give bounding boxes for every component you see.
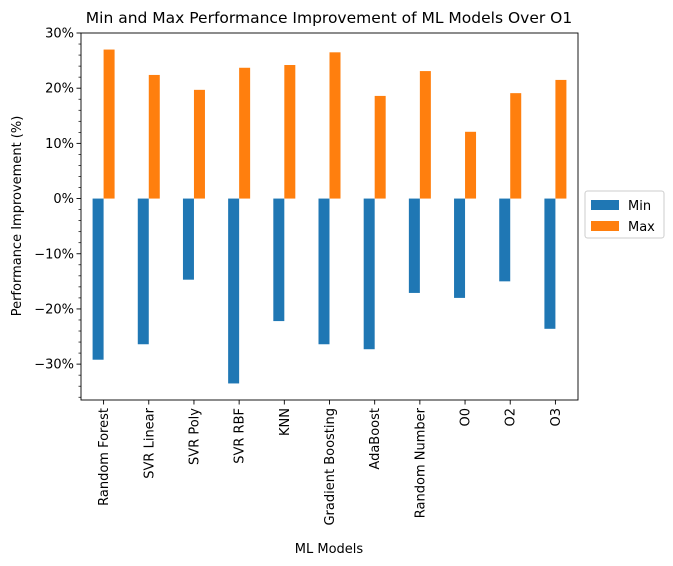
x-tick-label: O0 <box>459 408 474 427</box>
x-tick-label: AdaBoost <box>368 408 383 470</box>
bar-min <box>454 198 466 298</box>
x-tick-label: Random Forest <box>97 408 112 506</box>
x-tick-label: SVR RBF <box>233 408 248 464</box>
bar-max <box>329 52 341 199</box>
bar-min <box>318 198 330 345</box>
x-axis-title: ML Models <box>295 542 364 557</box>
y-tick-label: 0% <box>53 192 74 207</box>
y-axis-title: Performance Improvement (%) <box>10 116 25 317</box>
bar-max <box>193 89 205 199</box>
bar-min <box>92 198 104 360</box>
bar-max <box>374 95 386 199</box>
legend-label-max: Max <box>628 220 655 235</box>
legend: Min Max <box>584 190 665 239</box>
bar-max <box>103 49 115 199</box>
legend-swatch-max <box>591 221 619 231</box>
x-tick-label: O2 <box>504 408 519 427</box>
y-tick-label: 10% <box>45 137 74 152</box>
chart-title: Min and Max Performance Improvement of M… <box>86 9 572 27</box>
y-tick-label: 30% <box>45 27 74 42</box>
plot-area: −30% −20% −10% 0% 10% 20% 30% Random Forest SVR … <box>34 27 579 526</box>
x-tick-label: SVR Poly <box>187 408 202 465</box>
y-tick-label: 20% <box>45 82 74 97</box>
axes-frame <box>80 32 579 401</box>
bar-min <box>544 198 556 329</box>
bar-max <box>239 67 251 199</box>
bar-max <box>510 93 522 199</box>
x-tick-label: Gradient Boosting <box>323 408 338 526</box>
x-tick-label: KNN <box>278 408 293 436</box>
legend-label-min: Min <box>628 199 651 214</box>
bar-min <box>273 198 285 322</box>
bar-min <box>363 198 375 350</box>
bar-min <box>499 198 511 282</box>
bar-min <box>408 198 420 293</box>
bar-min <box>228 198 240 384</box>
y-tick-label: −10% <box>34 247 74 262</box>
bar-max <box>555 79 567 199</box>
bar-max <box>284 65 296 199</box>
bar-max <box>148 74 160 199</box>
x-tick-label: SVR Linear <box>142 407 157 478</box>
bar-max <box>465 131 477 199</box>
y-tick-label: −30% <box>34 358 74 373</box>
x-tick-label: Random Number <box>413 407 428 518</box>
bar-max <box>419 71 431 199</box>
legend-swatch-min <box>591 200 619 210</box>
bar-min <box>182 198 194 280</box>
y-tick-label: −20% <box>34 302 74 317</box>
x-tick-label: O3 <box>549 408 564 427</box>
bar-min <box>137 198 149 345</box>
